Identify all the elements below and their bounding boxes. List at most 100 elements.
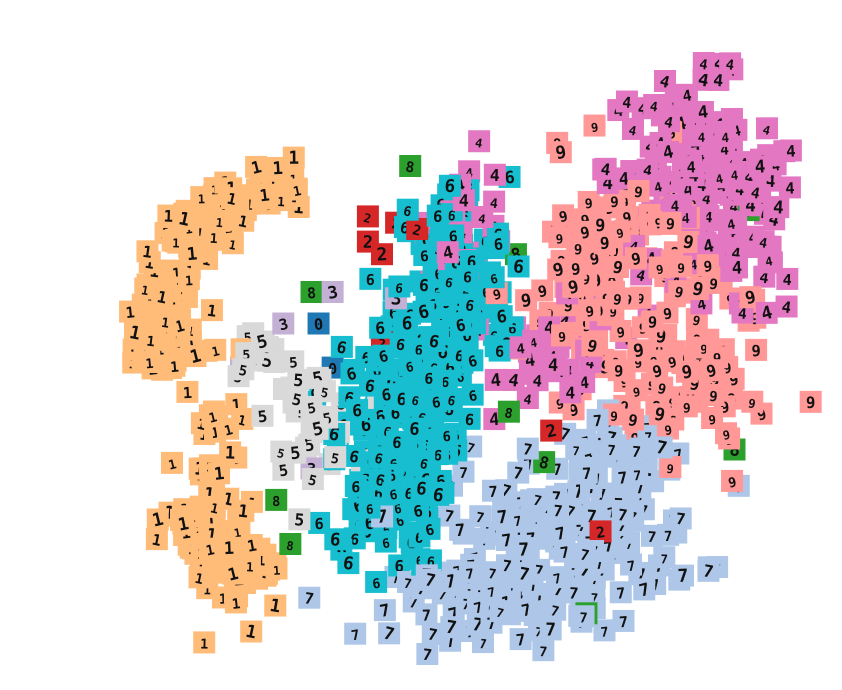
digit-thumbnail-6: 6	[330, 335, 353, 358]
digit-thumbnail-1: 1	[119, 300, 142, 323]
digit-thumbnail-6: 6	[488, 339, 511, 362]
digit-thumbnail-4: 4	[502, 368, 525, 392]
digit-glyph: 1	[145, 357, 154, 373]
digit-glyph: 7	[633, 469, 642, 484]
digit-thumbnail-9: 9	[552, 204, 575, 227]
digit-thumbnail-4: 4	[621, 117, 644, 140]
digit-glyph: 4	[721, 130, 730, 146]
digit-thumbnail-6: 6	[482, 266, 505, 289]
digit-thumbnail-9: 9	[548, 226, 571, 249]
digit-thumbnail-1: 1	[282, 146, 305, 169]
digit-glyph: 4	[507, 370, 520, 391]
digit-thumbnail-4: 4	[436, 241, 459, 263]
digit-glyph: 4	[490, 371, 503, 392]
digit-thumbnail-6: 6	[487, 232, 510, 255]
digit-glyph: 7	[616, 584, 627, 603]
digit-thumbnail-5: 5	[251, 404, 274, 427]
digit-thumbnail-5: 5	[288, 508, 311, 531]
digit-glyph: 7	[619, 613, 629, 632]
digit-thumbnail-4: 4	[752, 230, 775, 253]
digit-thumbnail-6: 6	[461, 383, 484, 406]
digit-thumbnail-7: 7	[611, 503, 634, 526]
digit-thumbnail-9: 9	[675, 395, 698, 418]
digit-glyph: 6	[402, 313, 413, 334]
digit-glyph: 7	[459, 466, 468, 482]
digit-thumbnail-2: 2	[406, 218, 429, 240]
digit-thumbnail-4: 4	[767, 196, 790, 219]
digit-thumbnail-9: 9	[641, 310, 664, 333]
digit-thumbnail-5: 5	[232, 358, 255, 381]
digit-thumbnail-3: 3	[321, 281, 344, 303]
digit-thumbnail-7: 7	[539, 618, 562, 641]
digit-thumbnail-4: 4	[675, 83, 698, 106]
digit-thumbnail-1: 1	[204, 338, 227, 361]
digit-glyph: 9	[683, 401, 691, 416]
digit-glyph: 7	[422, 606, 431, 624]
digit-thumbnail-7: 7	[415, 603, 438, 626]
digit-thumbnail-9: 9	[799, 390, 822, 413]
digit-thumbnail-7: 7	[491, 505, 514, 529]
digit-glyph: 1	[146, 334, 156, 351]
digit-thumbnail-9: 9	[745, 338, 768, 361]
digit-thumbnail-7: 7	[419, 568, 442, 592]
digit-thumbnail-7: 7	[657, 523, 680, 546]
digit-thumbnail-4: 4	[468, 130, 491, 153]
digit-thumbnail-6: 6	[340, 362, 363, 384]
digit-thumbnail-7: 7	[378, 622, 401, 645]
digit-thumbnail-5: 5	[287, 368, 310, 391]
digit-thumbnail-6: 6	[456, 265, 479, 288]
digit-glyph: 6	[392, 434, 403, 453]
digit-thumbnail-7: 7	[544, 598, 567, 621]
digit-thumbnail-6: 6	[424, 390, 447, 413]
digit-glyph: 6	[442, 429, 451, 446]
digit-thumbnail-1: 1	[188, 566, 211, 589]
digit-glyph: 6	[352, 401, 363, 420]
digit-thumbnail-6: 6	[413, 451, 436, 474]
digit-thumbnail-6: 6	[449, 313, 472, 336]
digit-thumbnail-9: 9	[551, 324, 574, 347]
digit-glyph: 9	[574, 242, 583, 258]
digit-glyph: 1	[125, 303, 136, 322]
digit-glyph: 9	[665, 215, 675, 233]
digit-thumbnail-9: 9	[583, 114, 606, 137]
digit-thumbnail-7: 7	[609, 581, 632, 604]
digit-thumbnail-9: 9	[648, 403, 671, 426]
digit-glyph: 4	[686, 158, 695, 176]
digit-thumbnail-5: 5	[300, 395, 323, 418]
digit-thumbnail-8: 8	[265, 488, 288, 511]
digit-thumbnail-6: 6	[458, 407, 481, 430]
digit-glyph: 5	[293, 370, 304, 391]
digit-thumbnail-4: 4	[756, 117, 779, 140]
digit-glyph: 9	[558, 330, 567, 345]
digit-thumbnail-7: 7	[532, 639, 555, 662]
digit-glyph: 9	[647, 313, 657, 331]
digit-thumbnail-6: 6	[358, 496, 381, 519]
digit-thumbnail-1: 1	[193, 631, 216, 654]
digit-thumbnail-1: 1	[224, 591, 247, 614]
digit-thumbnail-9: 9	[659, 211, 682, 234]
digit-thumbnail-7: 7	[620, 553, 643, 576]
digit-thumbnail-4: 4	[744, 180, 767, 203]
digit-glyph: 1	[200, 636, 209, 652]
digit-thumbnail-7: 7	[672, 564, 695, 587]
digit-glyph: 9	[728, 370, 740, 389]
thumbnail-tile	[307, 312, 330, 335]
digit-thumbnail-1: 1	[160, 451, 183, 474]
digit-thumbnail-2: 2	[356, 205, 379, 228]
digit-thumbnail-7: 7	[653, 546, 676, 569]
digit-glyph: 1	[182, 384, 192, 402]
digit-thumbnail-4: 4	[542, 353, 565, 376]
digit-glyph: 1	[172, 236, 180, 250]
thumbnail-tile	[502, 368, 525, 391]
digit-glyph: 9	[708, 389, 718, 406]
digit-thumbnail-7: 7	[516, 437, 539, 460]
digit-thumbnail-6: 6	[386, 430, 409, 453]
digit-glyph: 7	[582, 465, 592, 484]
digit-glyph: 1	[246, 559, 254, 574]
digit-glyph: 7	[478, 637, 487, 653]
digit-glyph: 9	[610, 410, 618, 425]
digit-thumbnail-6: 6	[337, 552, 360, 575]
digit-thumbnail-1: 1	[265, 557, 288, 580]
digit-thumbnail-9: 9	[700, 359, 723, 381]
